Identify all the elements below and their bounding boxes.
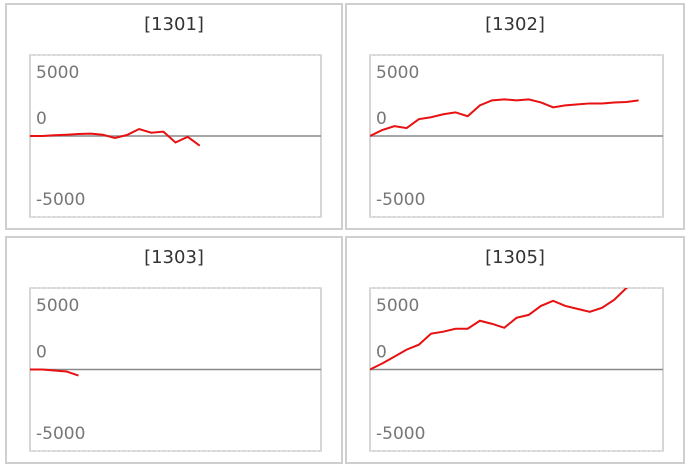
panel-frame: [345, 236, 685, 464]
series-group: [30, 368, 79, 377]
chart-title: [1301]: [144, 14, 204, 35]
data-line: [370, 98, 639, 137]
chart-panel: [1301] -5000 0 5000: [5, 3, 343, 230]
y-tick-label: 5000: [376, 63, 419, 83]
series-group: [30, 127, 201, 147]
chart-title: [1303]: [144, 247, 204, 268]
data-line: [370, 288, 629, 371]
y-tick-label: 5000: [36, 63, 79, 83]
y-tick-label: -5000: [376, 190, 425, 210]
y-tick-label: -5000: [36, 424, 85, 444]
chart-title: [1302]: [485, 14, 545, 35]
y-tick-label: 5000: [376, 296, 419, 316]
chart-panel: [1305] -5000 0 5000: [345, 236, 685, 464]
y-tick-label: -5000: [376, 424, 425, 444]
chart-panel: [1302] -5000 0 5000: [345, 3, 685, 230]
chart-panel: [1303] -5000 0 5000: [5, 236, 343, 464]
panel-frame: [5, 236, 343, 464]
y-tick-label: 0: [376, 343, 387, 363]
y-tick-label: 0: [36, 109, 47, 129]
y-tick-label: 5000: [36, 296, 79, 316]
chart-title: [1305]: [485, 247, 545, 268]
panel-frame: [345, 3, 685, 230]
series-group: [370, 288, 629, 371]
data-line: [30, 127, 201, 147]
panel-frame: [5, 3, 343, 230]
y-tick-label: 0: [36, 343, 47, 363]
data-line: [30, 368, 79, 377]
y-tick-label: 0: [376, 109, 387, 129]
y-tick-label: -5000: [36, 190, 85, 210]
series-group: [370, 98, 639, 137]
